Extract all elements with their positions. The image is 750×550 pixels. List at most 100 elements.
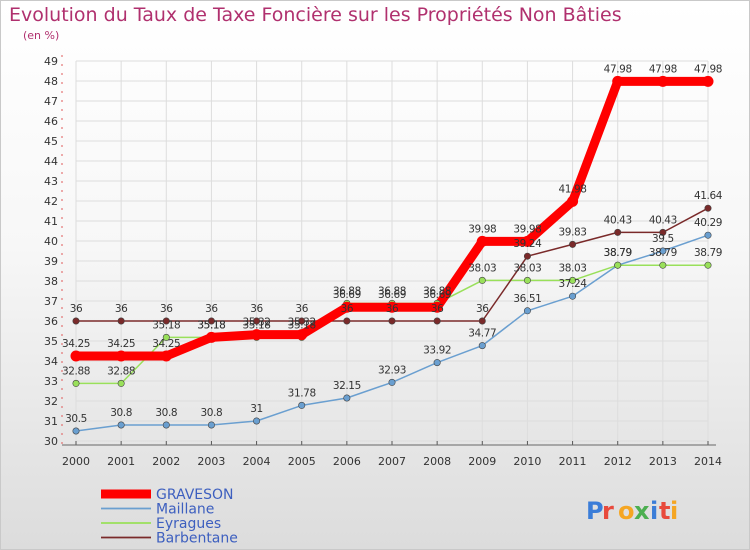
point-graveson: [657, 75, 669, 87]
axes: 30 31 32 33 34 35 36 37 38 39 40 41 42 43 44 45 46 47 48 49…: [44, 55, 722, 468]
data-label-eyragues: 36.88: [378, 285, 406, 297]
legend-label-barbentane: Barbentane: [156, 531, 238, 547]
point-graveson: [476, 235, 488, 247]
data-label-eyragues: 38.79: [649, 247, 677, 259]
x-tick-label: 2014: [694, 455, 722, 468]
data-label-maillane: 36.51: [513, 293, 541, 305]
y-tick-label: 30: [44, 435, 58, 448]
data-label-barbentane: 36: [341, 303, 354, 315]
data-label-maillane: 34.77: [468, 328, 496, 340]
data-label-barbentane: 36: [160, 303, 173, 315]
data-label-barbentane: 40.43: [604, 214, 632, 226]
data-label-barbentane: 39.83: [559, 226, 587, 238]
data-label-graveson: 47.98: [604, 63, 632, 75]
data-label-graveson: 47.98: [694, 63, 722, 75]
x-tick-label: 2005: [288, 455, 316, 468]
proxiti-logo: Pr o x i t i: [586, 497, 678, 525]
data-label-barbentane: 36: [476, 303, 489, 315]
data-label-barbentane: 36: [386, 303, 399, 315]
point-maillane: [478, 342, 486, 350]
x-tick-label: 2000: [62, 455, 90, 468]
data-label-barbentane: 36: [295, 303, 308, 315]
data-label-graveson: 35.32: [288, 317, 316, 329]
data-points: [70, 75, 714, 435]
data-label-eyragues: 35.18: [288, 319, 316, 331]
data-label-eyragues: 32.88: [62, 365, 90, 377]
data-label-barbentane: 36: [431, 303, 444, 315]
point-graveson: [612, 75, 624, 87]
data-label-graveson: 36.69: [423, 289, 451, 301]
point-maillane: [117, 421, 125, 429]
point-graveson: [521, 235, 533, 247]
y-tick-label: 49: [44, 55, 58, 68]
y-tick-label: 34: [44, 355, 58, 368]
data-label-graveson: 34.25: [107, 338, 135, 350]
y-tick-label: 31: [44, 415, 58, 428]
data-label-barbentane: 41.64: [694, 190, 723, 202]
point-maillane: [523, 307, 531, 315]
x-tick-label: 2002: [152, 455, 180, 468]
x-tick-label: 2012: [604, 455, 632, 468]
point-maillane: [343, 394, 351, 402]
point-graveson: [115, 350, 127, 362]
point-barbentane: [523, 252, 531, 260]
y-tick-label: 44: [44, 155, 58, 168]
point-barbentane: [117, 317, 125, 325]
data-label-maillane: 30.8: [201, 407, 223, 419]
point-graveson: [160, 350, 172, 362]
point-barbentane: [478, 317, 486, 325]
logo-letter: i: [650, 497, 658, 525]
data-label-eyragues: 35.18: [152, 319, 180, 331]
data-label-barbentane: 40.43: [649, 214, 677, 226]
point-graveson: [567, 195, 579, 207]
point-eyragues: [478, 276, 486, 284]
y-tick-label: 37: [44, 295, 58, 308]
data-label-graveson: 41.98: [559, 183, 587, 195]
y-tick-label: 48: [44, 75, 58, 88]
y-tick-label: 41: [44, 215, 58, 228]
point-eyragues: [659, 261, 667, 269]
unit-label: (en %): [23, 29, 60, 42]
data-label-eyragues: 35.18: [197, 319, 225, 331]
logo-letter: i: [670, 497, 678, 525]
data-label-barbentane: 36: [250, 303, 263, 315]
point-maillane: [433, 359, 441, 367]
data-label-barbentane: 39.24: [513, 238, 542, 250]
data-label-eyragues: 36.88: [333, 285, 361, 297]
point-graveson: [205, 331, 217, 343]
point-eyragues: [614, 261, 622, 269]
point-graveson: [431, 301, 443, 313]
data-label-maillane: 30.8: [155, 407, 177, 419]
x-tick-label: 2001: [107, 455, 135, 468]
point-maillane: [298, 401, 306, 409]
point-barbentane: [569, 240, 577, 248]
y-tick-label: 47: [44, 95, 58, 108]
point-graveson: [341, 301, 353, 313]
y-tick-label: 36: [44, 315, 58, 328]
point-barbentane: [614, 228, 622, 236]
grid-lines: [75, 60, 709, 442]
x-tick-label: 2011: [559, 455, 587, 468]
y-tick-label: 33: [44, 375, 58, 388]
data-label-eyragues: 35.18: [243, 319, 271, 331]
data-label-eyragues: 36.88: [423, 285, 451, 297]
y-tick-label: 45: [44, 135, 58, 148]
data-label-graveson: 39.98: [513, 223, 541, 235]
point-eyragues: [162, 333, 170, 341]
data-label-graveson: 36.69: [378, 289, 406, 301]
point-maillane: [704, 231, 712, 239]
x-tick-label: 2010: [513, 455, 541, 468]
x-tick-label: 2006: [333, 455, 361, 468]
point-barbentane: [659, 228, 667, 236]
data-label-eyragues: 38.03: [559, 262, 587, 274]
point-barbentane: [72, 317, 80, 325]
x-tick-label: 2003: [197, 455, 225, 468]
x-tick-label: 2004: [243, 455, 271, 468]
data-label-maillane: 31: [250, 403, 263, 415]
data-label-barbentane: 36: [115, 303, 128, 315]
y-tick-label: 38: [44, 275, 58, 288]
point-barbentane: [433, 317, 441, 325]
